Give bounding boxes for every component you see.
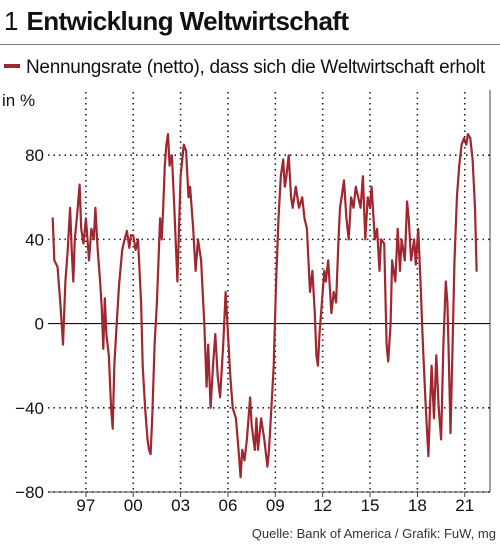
x-tick-label: 03 <box>171 496 190 515</box>
y-tick-label: 80 <box>25 146 44 165</box>
title-rule <box>0 44 500 45</box>
source-credit: Quelle: Bank of America / Grafik: FuW, m… <box>251 526 496 541</box>
legend-label: Nennungsrate (netto), dass sich die Welt… <box>26 57 485 78</box>
x-tick-label: 00 <box>124 496 143 515</box>
figure-number: 1 <box>4 6 19 36</box>
series-line <box>51 133 478 479</box>
y-axis-unit-label: in % <box>2 91 36 110</box>
x-tick-label: 06 <box>218 496 237 515</box>
chart-title: Entwicklung Weltwirtschaft <box>26 6 349 36</box>
x-tick-label: 15 <box>361 496 380 515</box>
legend: Nennungsrate (netto), dass sich die Welt… <box>4 56 485 80</box>
y-tick-label: 40 <box>25 230 44 249</box>
x-tick-label: 97 <box>76 496 95 515</box>
figure-title: 1 Entwicklung Weltwirtschaft <box>4 6 349 36</box>
y-tick-label: −40 <box>15 399 44 418</box>
x-tick-label: 21 <box>455 496 474 515</box>
x-tick-label: 12 <box>313 496 332 515</box>
x-tick-label: 18 <box>408 496 427 515</box>
y-tick-label: −80 <box>15 483 44 502</box>
x-tick-label: 09 <box>266 496 285 515</box>
legend-swatch <box>4 63 20 68</box>
y-tick-label: 0 <box>35 315 44 334</box>
